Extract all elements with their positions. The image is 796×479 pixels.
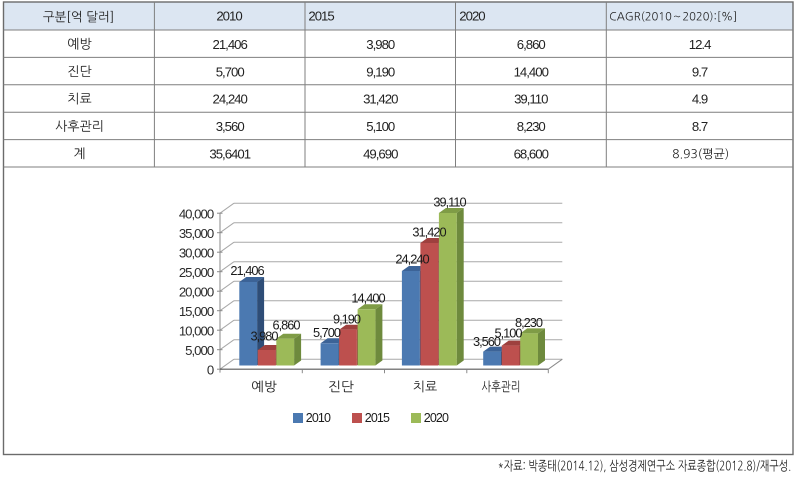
svg-text:5,000: 5,000	[185, 343, 214, 358]
svg-text:49,690: 49,690	[363, 147, 398, 162]
svg-text:21,406: 21,406	[213, 37, 248, 52]
svg-text:9,190: 9,190	[333, 312, 361, 327]
svg-text:68,600: 68,600	[514, 147, 549, 162]
svg-text:5,100: 5,100	[494, 326, 522, 341]
svg-text:9.7: 9.7	[692, 64, 708, 79]
svg-text:40,000: 40,000	[179, 207, 214, 222]
svg-text:2015: 2015	[308, 9, 334, 24]
svg-text:6,860: 6,860	[272, 318, 300, 333]
svg-text:2020: 2020	[459, 9, 485, 24]
svg-text:0: 0	[207, 363, 214, 378]
svg-text:39,110: 39,110	[514, 92, 548, 107]
svg-text:39,110: 39,110	[433, 195, 466, 210]
svg-text:14,400: 14,400	[514, 64, 549, 79]
svg-text:24,240: 24,240	[395, 252, 429, 267]
svg-text:2015: 2015	[365, 411, 390, 425]
svg-text:3,560: 3,560	[473, 334, 501, 349]
svg-text:31,420: 31,420	[363, 92, 398, 107]
svg-text:5,700: 5,700	[313, 325, 341, 340]
svg-text:3,980: 3,980	[366, 37, 395, 52]
svg-text:2020: 2020	[424, 411, 449, 425]
svg-text:35,000: 35,000	[179, 226, 214, 241]
svg-text:12.4: 12.4	[689, 37, 711, 52]
svg-text:3,980: 3,980	[250, 329, 278, 344]
svg-text:31,420: 31,420	[412, 225, 446, 240]
svg-text:4.9: 4.9	[692, 92, 708, 107]
svg-text:8.7: 8.7	[692, 119, 708, 134]
svg-text:8,230: 8,230	[515, 315, 543, 330]
svg-text:5,100: 5,100	[366, 119, 395, 134]
svg-text:25,000: 25,000	[179, 265, 214, 280]
svg-text:3,560: 3,560	[216, 119, 245, 134]
svg-text:15,000: 15,000	[179, 304, 214, 319]
svg-text:2010: 2010	[216, 9, 242, 24]
svg-text:35,6401: 35,6401	[209, 147, 250, 162]
svg-text:2010: 2010	[306, 411, 331, 425]
svg-text:24,240: 24,240	[213, 92, 248, 107]
svg-text:21,406: 21,406	[230, 263, 264, 278]
svg-text:30,000: 30,000	[179, 246, 214, 261]
svg-text:14,400: 14,400	[351, 290, 385, 305]
svg-text:9,190: 9,190	[366, 64, 395, 79]
svg-text:8,230: 8,230	[517, 119, 546, 134]
svg-text:5,700: 5,700	[216, 64, 245, 79]
svg-text:6,860: 6,860	[517, 37, 546, 52]
svg-text:20,000: 20,000	[179, 285, 214, 300]
svg-text:10,000: 10,000	[179, 324, 214, 339]
